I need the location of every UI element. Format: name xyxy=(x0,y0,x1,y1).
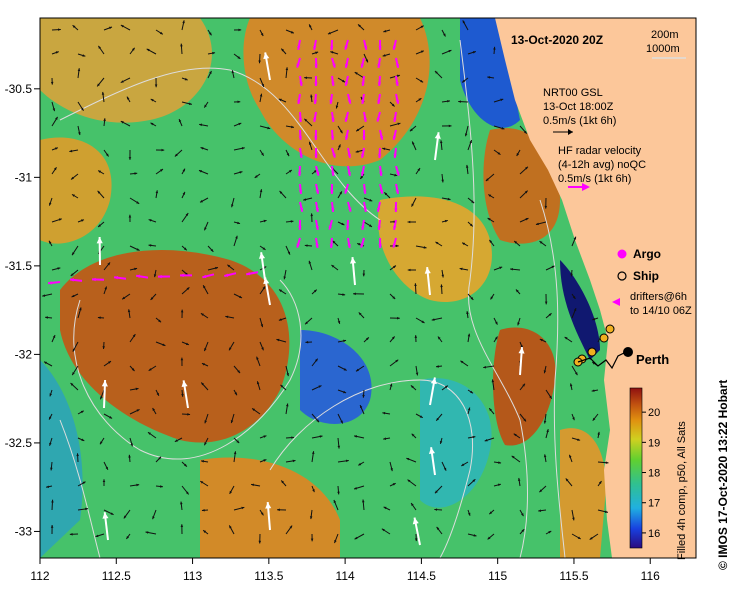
colorbar-tick-label: 18 xyxy=(648,468,660,480)
hf-legend-line1: HF radar velocity xyxy=(558,145,642,157)
y-tick-label: -33 xyxy=(15,524,33,538)
perth-marker xyxy=(623,347,633,357)
colorbar-tick-label: 16 xyxy=(648,528,660,540)
hf-legend-line3: 0.5m/s (1kt 6h) xyxy=(558,173,631,185)
ship-position xyxy=(606,325,614,333)
ship-label: Ship xyxy=(633,269,659,283)
ship-position xyxy=(588,348,596,356)
y-tick-label: -30.5 xyxy=(5,82,33,96)
colorbar xyxy=(630,388,642,548)
x-tick-label: 114.5 xyxy=(407,569,436,583)
y-axis: -30.5 -31 -31.5 -32 -32.5 -33 xyxy=(5,82,40,539)
x-tick-label: 113 xyxy=(183,569,202,583)
nrt-legend-line3: 0.5m/s (1kt 6h) xyxy=(543,115,616,127)
depth-legend-1000: 1000m xyxy=(646,43,680,55)
depth-legend-200: 200m xyxy=(651,29,679,41)
x-tick-label: 114 xyxy=(336,569,355,583)
colorbar-caption: Filled 4h comp, p50, All Sats xyxy=(676,421,688,560)
ship-position xyxy=(600,334,608,342)
x-axis: 112 112.5 113 113.5 114 114.5 115 115.5 116 xyxy=(30,558,660,583)
x-tick-label: 112.5 xyxy=(102,569,131,583)
map-title: 13-Oct-2020 20Z xyxy=(511,33,603,47)
hf-legend-line2: (4-12h avg) noQC xyxy=(558,159,646,171)
x-tick-label: 112 xyxy=(30,569,49,583)
drifters-label-line1: drifters@6h xyxy=(630,291,687,303)
x-tick-label: 113.5 xyxy=(254,569,283,583)
credit-text: © IMOS 17-Oct-2020 13:22 Hobart xyxy=(716,380,730,570)
argo-label: Argo xyxy=(633,247,661,261)
y-tick-label: -31 xyxy=(15,170,33,184)
perth-label: Perth xyxy=(636,352,669,367)
colorbar-tick-label: 20 xyxy=(648,407,660,419)
colorbar-tick-label: 17 xyxy=(648,498,660,510)
x-tick-label: 116 xyxy=(641,569,660,583)
x-tick-label: 115.5 xyxy=(559,569,588,583)
nrt-legend-line2: 13-Oct 18:00Z xyxy=(543,101,614,113)
x-tick-label: 115 xyxy=(488,569,507,583)
colorbar-tick-label: 19 xyxy=(648,437,660,449)
drifters-label-line2: to 14/10 06Z xyxy=(630,305,692,317)
argo-symbol xyxy=(618,250,626,258)
y-tick-label: -31.5 xyxy=(5,259,33,273)
nrt-legend-line1: NRT00 GSL xyxy=(543,87,603,99)
y-tick-label: -32 xyxy=(15,347,33,361)
y-tick-label: -32.5 xyxy=(5,436,33,450)
